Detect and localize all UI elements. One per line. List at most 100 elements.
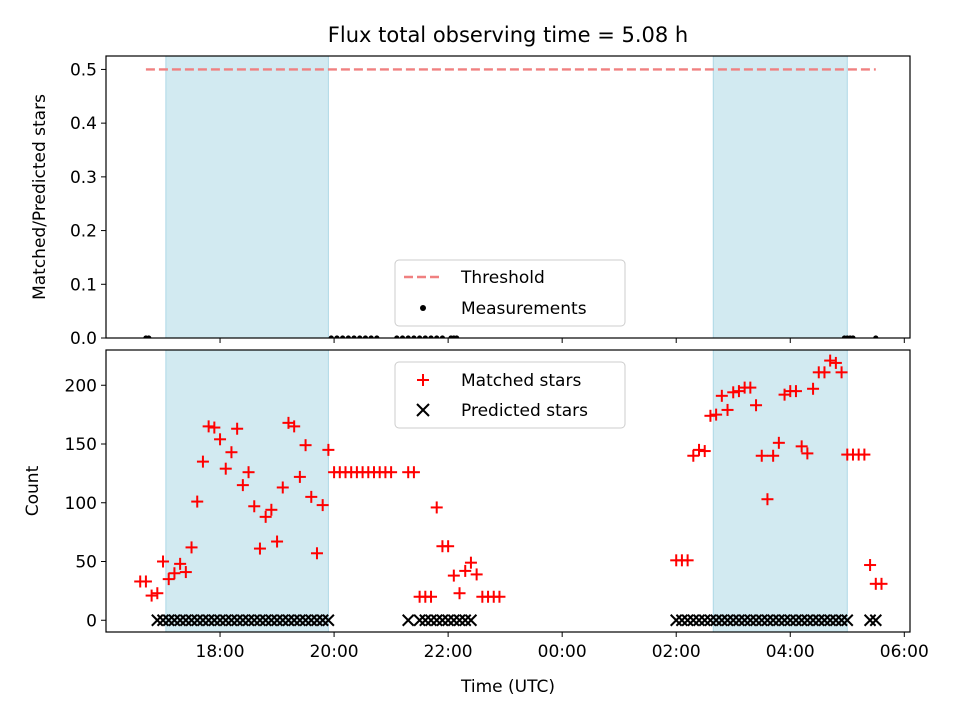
x-tick-label: 18:00	[196, 642, 245, 662]
matched-star-point	[196, 455, 209, 468]
predicted-star-point	[236, 614, 250, 627]
matched-star-point	[727, 386, 740, 399]
predicted-star-point	[413, 614, 426, 627]
predicted-star-point	[316, 614, 329, 627]
predicted-star-point	[208, 614, 221, 627]
matched-star-point	[715, 389, 728, 402]
predicted-star-point	[812, 614, 825, 627]
predicted-star-point	[441, 614, 455, 627]
predicted-star-point	[687, 614, 700, 627]
predicted-star-point	[721, 614, 734, 627]
matched-star-point	[265, 503, 278, 516]
matched-star-point	[442, 540, 455, 553]
matched-star-point	[271, 535, 284, 548]
matched-star-point	[288, 420, 301, 433]
predicted-star-point	[424, 614, 438, 627]
matched-star-point	[162, 573, 175, 586]
top-y-tick-label: 0.3	[70, 168, 97, 188]
predicted-star-point	[738, 614, 751, 627]
matched-star-point	[687, 449, 700, 462]
predicted-star-point	[402, 614, 415, 627]
predicted-star-point	[430, 614, 443, 627]
measurement-point	[454, 335, 460, 338]
x-tick-label: 00:00	[538, 642, 587, 662]
predicted-star-point	[459, 614, 472, 627]
predicted-star-point	[766, 614, 780, 627]
bottom-legend-box	[394, 361, 626, 429]
predicted-star-point	[789, 614, 803, 627]
matched-star-point	[698, 445, 711, 458]
matched-star-point	[214, 433, 227, 446]
measurement-point	[345, 335, 351, 338]
predicted-star-point	[464, 614, 478, 627]
predicted-star-point	[841, 614, 854, 627]
bottom-shaded-regions	[165, 350, 848, 632]
predicted-star-point	[225, 614, 238, 627]
matched-star-point	[242, 466, 255, 479]
shaded-interval-1	[712, 350, 848, 632]
predicted-star-point	[168, 614, 181, 627]
matched-star-point	[721, 403, 734, 416]
matched-star-point	[185, 541, 198, 554]
matched-star-point	[248, 500, 261, 513]
predicted-star-point	[675, 614, 689, 627]
matched-star-point	[772, 436, 785, 449]
top-plot-area	[143, 68, 879, 338]
bottom-y-ticks: 0 50 100 150 200	[65, 376, 106, 631]
top-y-ticks: 0.0 0.1 0.2 0.3 0.4 0.5	[70, 60, 106, 349]
top-y-tick-label: 0.1	[70, 275, 97, 295]
bottom-axes-frame	[105, 349, 911, 633]
predicted-star-point	[755, 614, 768, 627]
predicted-star-point	[156, 614, 170, 627]
matched-star-point	[310, 547, 323, 560]
matched-star-point	[179, 566, 192, 579]
top-y-axis-label: Matched/Predicted stars	[30, 94, 50, 300]
predicted-star-point	[293, 614, 307, 627]
predicted-star-point	[265, 614, 278, 627]
matched-star-point	[693, 443, 706, 456]
predicted-star-point	[835, 614, 848, 627]
top-panel: 0.0 0.1 0.2 0.3 0.4 0.5 Matched/Predicted sta…	[30, 55, 911, 349]
matched-star-point	[157, 555, 170, 568]
chart-title: Flux total observing time = 5.08 h	[328, 23, 688, 47]
predicted-star-point	[749, 614, 763, 627]
predicted-star-point	[151, 614, 164, 627]
predicted-star-point	[282, 614, 295, 627]
measurement-point	[439, 335, 446, 338]
matched-star-point	[681, 554, 694, 567]
bottom-panel: 18:00 20:00 22:00 00:00 02:00 04:00 06:00 0 50 1…	[23, 349, 929, 697]
measurement-point	[399, 335, 406, 338]
measurement-point	[368, 335, 374, 338]
predicted-star-point	[795, 614, 808, 627]
measurement-point	[417, 335, 423, 338]
matched-star-point	[425, 590, 438, 603]
predicted-star-point	[806, 614, 820, 627]
predicted-star-point	[732, 614, 746, 627]
matched-star-point	[259, 510, 272, 523]
bottom-y-tick-label: 200	[65, 376, 97, 396]
predicted-star-point	[322, 614, 335, 627]
predicted-star-point	[287, 614, 301, 627]
predicted-star-point	[196, 614, 210, 627]
predicted-star-point	[818, 614, 831, 627]
matched-star-point	[801, 447, 814, 460]
top-y-tick-label: 0.5	[70, 60, 97, 80]
matched-star-point	[493, 590, 506, 603]
predicted-star-point	[419, 614, 432, 627]
x-tick-label: 04:00	[766, 642, 815, 662]
measurement-point	[334, 335, 340, 338]
matched-star-point	[464, 556, 477, 569]
legend-predicted-swatch	[416, 403, 430, 417]
matched-star-point	[453, 587, 466, 600]
matched-star-point	[858, 448, 871, 461]
predicted-star-point	[219, 614, 232, 627]
matched-star-point	[704, 409, 717, 422]
matched-star-point	[168, 567, 181, 580]
top-legend: Threshold Measurements	[394, 259, 626, 327]
measurement-point	[146, 335, 152, 338]
matched-star-point	[145, 589, 158, 602]
matched-star-point	[191, 495, 204, 508]
matched-star-point	[789, 385, 802, 398]
predicted-star-point	[869, 614, 882, 627]
legend-threshold-label: Threshold	[460, 268, 545, 288]
